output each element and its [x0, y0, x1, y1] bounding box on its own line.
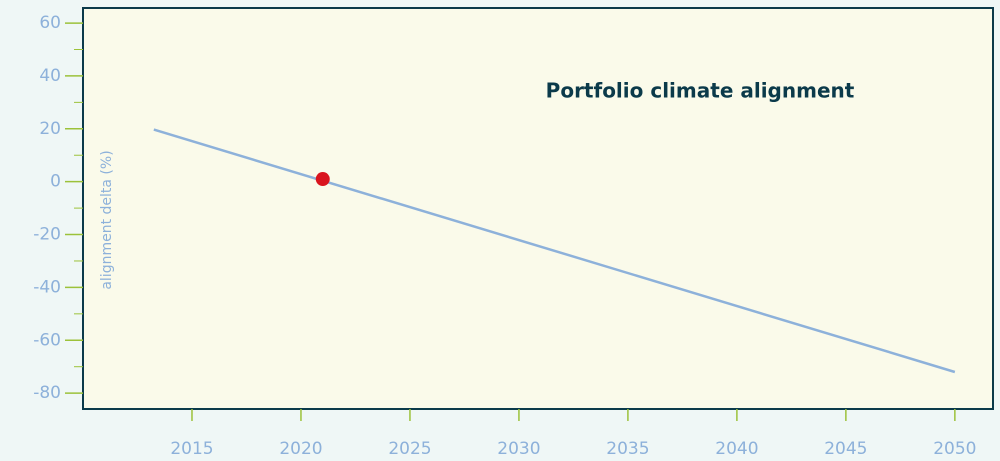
y-tick-label: -20	[33, 225, 61, 245]
x-tick-label: 2015	[170, 439, 213, 459]
y-tick-label: 40	[39, 66, 61, 86]
x-tick-label: 2035	[606, 439, 649, 459]
point	[315, 172, 330, 187]
x-tick-label: 2030	[497, 439, 540, 459]
y-tick-label: 0	[50, 172, 61, 192]
plot-area	[82, 7, 994, 410]
line	[153, 128, 956, 374]
y-axis-label: alignment delta (%)	[99, 150, 115, 289]
x-tick-label: 2020	[279, 439, 322, 459]
x-tick-label: 2025	[388, 439, 431, 459]
x-tick-label: 2050	[933, 439, 976, 459]
x-tick-label: 2040	[715, 439, 758, 459]
y-tick-label: 60	[39, 13, 61, 33]
chart-title: Portfolio climate alignment	[546, 79, 855, 103]
x-tick-label: 2045	[824, 439, 867, 459]
y-tick-label: 20	[39, 119, 61, 139]
y-tick-label: -60	[33, 330, 61, 350]
y-tick-label: -80	[33, 383, 61, 403]
y-tick-label: -40	[33, 277, 61, 297]
